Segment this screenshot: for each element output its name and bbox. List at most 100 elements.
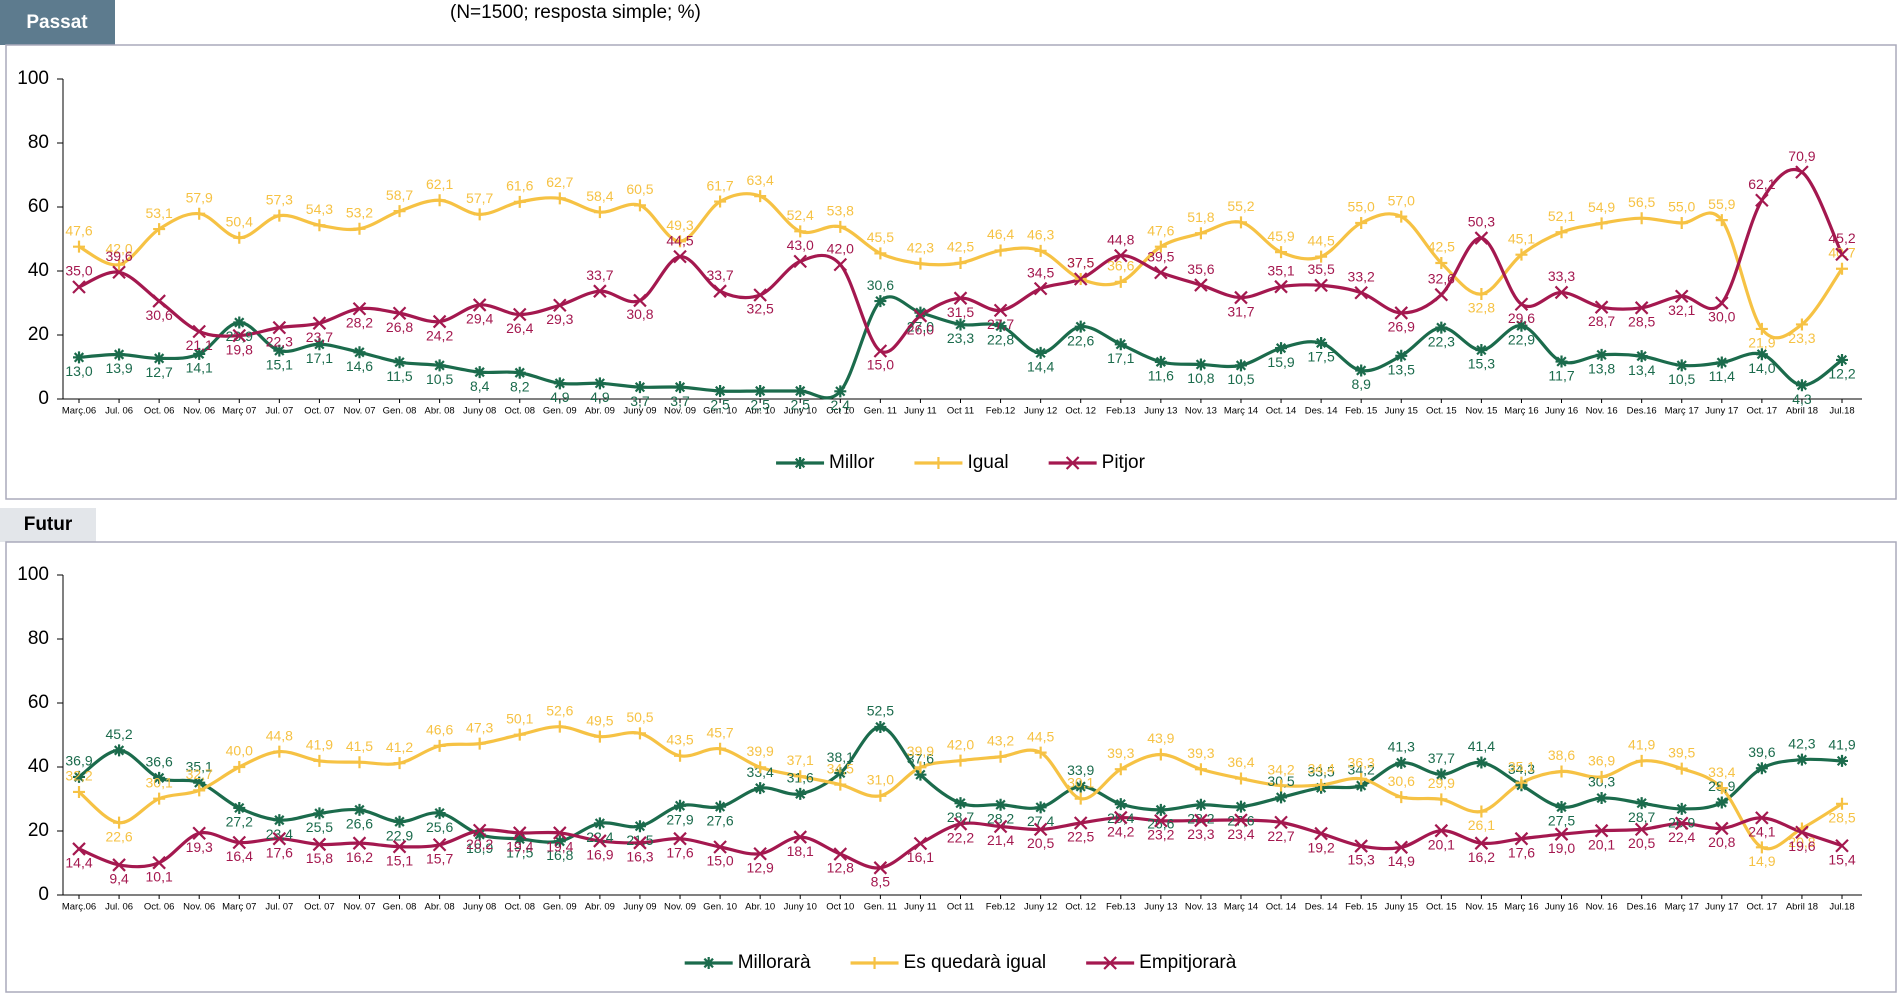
data-label: 35,1: [1267, 262, 1294, 278]
marker: [513, 366, 526, 379]
marker: [1474, 836, 1489, 850]
y-tick-label: 80: [28, 132, 49, 153]
data-label: 26,9: [1388, 319, 1415, 335]
marker: [1314, 278, 1328, 293]
marker: [393, 815, 406, 828]
marker: [714, 742, 727, 755]
data-label: 24,1: [1748, 824, 1775, 840]
marker: [753, 846, 767, 861]
data-label: 28,7: [1628, 809, 1655, 825]
marker: [593, 206, 606, 219]
data-label: 12,8: [827, 860, 854, 876]
data-label: 27,0: [907, 318, 934, 334]
data-label: 32,8: [1468, 300, 1495, 316]
data-label: 20,8: [1788, 834, 1815, 850]
x-tick-label: Abr. 09: [585, 902, 615, 913]
data-label: 2,5: [710, 397, 730, 413]
marker: [72, 280, 86, 294]
x-tick-label: Gen. 09: [543, 406, 577, 417]
marker: [914, 257, 927, 270]
data-label: 34,5: [827, 760, 854, 776]
data-label: 42,0: [827, 240, 854, 256]
legend-marker: [1065, 456, 1080, 470]
data-label: 37,6: [907, 750, 934, 766]
data-label: 13,9: [105, 360, 132, 376]
marker: [152, 294, 166, 308]
marker: [714, 800, 727, 813]
data-label: 45,2: [1828, 230, 1855, 246]
y-tick-label: 0: [38, 388, 49, 409]
marker: [1234, 800, 1247, 813]
marker: [553, 298, 567, 313]
data-label: 58,4: [586, 188, 613, 204]
data-label: 50,4: [226, 213, 253, 229]
x-tick-label: Oct. 06: [144, 406, 175, 417]
x-tick-label: Oct 11: [947, 406, 974, 417]
panel: [5, 541, 1897, 993]
marker: [1355, 364, 1368, 377]
marker: [1154, 265, 1168, 280]
data-label: 18,1: [787, 843, 814, 859]
data-label: 61,6: [506, 178, 533, 194]
data-label: 39,6: [105, 248, 132, 264]
x-tick-label: Jul.18: [1829, 902, 1854, 913]
data-label: 28,5: [1628, 314, 1655, 330]
marker: [1514, 831, 1529, 846]
data-label: 41,2: [386, 739, 413, 755]
x-tick-label: Oct. 12: [1065, 902, 1096, 913]
data-label: 27,6: [706, 812, 733, 828]
data-label: 34,5: [1027, 264, 1054, 280]
marker: [1755, 193, 1769, 208]
data-label: 19,4: [506, 839, 533, 855]
data-label: 27,2: [226, 814, 253, 830]
marker: [1275, 342, 1288, 355]
marker: [1355, 772, 1368, 785]
marker: [1073, 816, 1088, 830]
x-tick-label: Juny 09: [623, 902, 656, 913]
data-label: 15,9: [1267, 354, 1294, 370]
x-tick-label: Abr. 10: [745, 902, 775, 913]
data-label: 32,5: [747, 301, 774, 317]
data-label: 15,1: [266, 356, 293, 372]
data-label: 39,3: [1187, 745, 1214, 761]
x-tick-label: Març.06: [62, 406, 96, 417]
marker: [1554, 285, 1569, 300]
x-tick-label: Nov. 07: [343, 902, 375, 913]
data-label: 44,8: [1107, 231, 1134, 247]
marker: [113, 348, 126, 361]
marker: [1034, 346, 1047, 359]
marker: [1355, 779, 1368, 792]
marker: [713, 284, 727, 298]
data-label: 32,6: [1428, 270, 1455, 286]
data-label: 12,9: [747, 859, 774, 875]
data-label: 26,6: [346, 816, 373, 832]
data-label: 22,9: [386, 827, 413, 843]
data-label: 47,6: [1147, 222, 1174, 238]
marker: [313, 807, 326, 820]
data-label: 41,9: [1828, 737, 1855, 753]
data-label: 36,3: [1348, 755, 1375, 771]
data-label: 55,0: [1348, 199, 1375, 215]
marker: [512, 826, 527, 840]
data-label: 42,5: [947, 239, 974, 255]
data-label: 25,6: [426, 819, 453, 835]
data-label: 15,8: [306, 850, 333, 866]
panel: [5, 44, 1897, 500]
marker: [512, 307, 527, 322]
legend-marker: [932, 457, 945, 469]
data-label: 10,8: [1187, 370, 1214, 386]
data-label: 21,4: [987, 832, 1014, 848]
marker: [1514, 297, 1529, 312]
data-label: 30,6: [867, 277, 894, 293]
marker: [593, 284, 607, 298]
marker: [553, 720, 566, 733]
data-label: 12,7: [146, 364, 173, 380]
data-label: 37,5: [1067, 255, 1094, 271]
marker: [1674, 289, 1689, 304]
marker: [593, 834, 607, 848]
marker: [1275, 791, 1288, 804]
marker: [1395, 756, 1408, 769]
marker: [1595, 348, 1608, 361]
data-label: 26,4: [506, 320, 533, 336]
marker: [794, 225, 807, 238]
